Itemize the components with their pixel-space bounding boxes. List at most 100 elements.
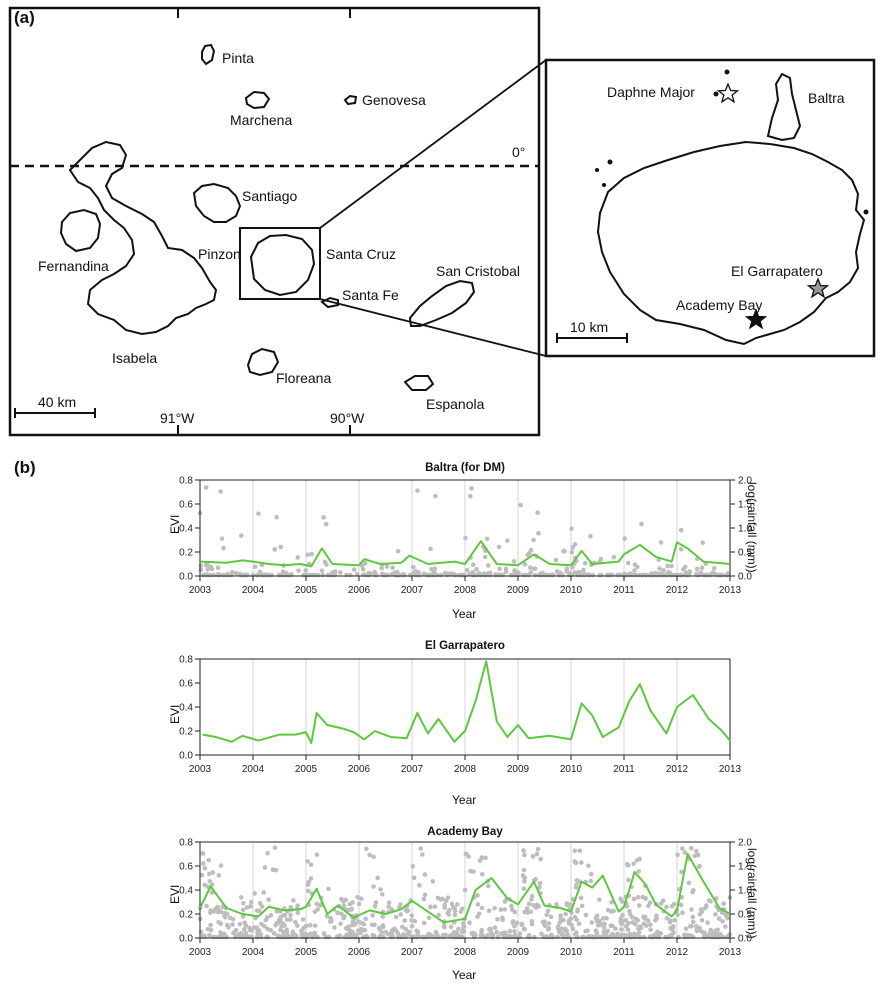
rainfall-point bbox=[551, 935, 556, 940]
rainfall-point bbox=[571, 927, 576, 932]
rainfall-point bbox=[626, 927, 631, 932]
rainfall-point bbox=[689, 846, 694, 851]
rainfall-point bbox=[461, 927, 466, 932]
x-tick-label: 2010 bbox=[560, 947, 583, 958]
rainfall-point bbox=[377, 926, 382, 931]
rainfall-point bbox=[204, 904, 209, 909]
rainfall-point bbox=[601, 916, 606, 921]
rainfall-point bbox=[632, 897, 637, 902]
rainfall-point bbox=[583, 929, 588, 934]
rainfall-point bbox=[380, 892, 385, 897]
rainfall-point bbox=[417, 883, 422, 888]
rainfall-point bbox=[556, 925, 561, 930]
rainfall-point bbox=[700, 918, 705, 923]
x-tick-label: 2008 bbox=[454, 947, 477, 958]
rainfall-point bbox=[423, 893, 428, 898]
rainfall-point bbox=[521, 873, 526, 878]
rainfall-point bbox=[521, 886, 526, 891]
rainfall-point bbox=[487, 908, 492, 913]
rainfall-point bbox=[248, 935, 253, 940]
rainfall-point bbox=[375, 876, 380, 881]
rainfall-point bbox=[239, 895, 244, 900]
rainfall-point bbox=[263, 865, 268, 870]
rainfall-point bbox=[206, 858, 211, 863]
rainfall-point bbox=[679, 903, 684, 908]
rainfall-point bbox=[586, 863, 591, 868]
rainfall-point bbox=[203, 866, 208, 871]
rainfall-point bbox=[644, 923, 649, 928]
rainfall-point bbox=[412, 876, 417, 881]
rainfall-point bbox=[394, 915, 399, 920]
rainfall-point bbox=[630, 920, 635, 925]
rainfall-point bbox=[404, 908, 409, 913]
rainfall-point bbox=[672, 902, 677, 907]
rainfall-point bbox=[642, 935, 647, 940]
x-tick-label: 2005 bbox=[295, 947, 318, 958]
rainfall-point bbox=[495, 917, 500, 922]
rainfall-point bbox=[460, 935, 465, 940]
rainfall-point bbox=[472, 931, 477, 936]
rainfall-point bbox=[207, 872, 212, 877]
rainfall-point bbox=[398, 912, 403, 917]
rainfall-point bbox=[245, 905, 250, 910]
rainfall-point bbox=[371, 884, 376, 889]
rainfall-point bbox=[689, 907, 694, 912]
rainfall-point bbox=[479, 928, 484, 933]
rainfall-point bbox=[254, 925, 259, 930]
rainfall-point bbox=[527, 902, 532, 907]
rainfall-point bbox=[275, 921, 280, 926]
rainfall-point bbox=[276, 934, 281, 939]
x-tick-label: 2004 bbox=[242, 947, 265, 958]
rainfall-point bbox=[234, 928, 239, 933]
rainfall-point bbox=[342, 904, 347, 909]
rainfall-point bbox=[238, 922, 243, 927]
rainfall-point bbox=[723, 924, 728, 929]
y-tick-label: 0.0 bbox=[179, 934, 193, 945]
rainfall-point bbox=[546, 909, 551, 914]
rainfall-point bbox=[241, 908, 246, 913]
rainfall-point bbox=[363, 928, 368, 933]
rainfall-point bbox=[449, 925, 454, 930]
rainfall-point bbox=[535, 903, 540, 908]
rainfall-point bbox=[433, 904, 438, 909]
rainfall-point bbox=[477, 911, 482, 916]
rainfall-point bbox=[312, 931, 317, 936]
rainfall-point bbox=[547, 921, 552, 926]
rainfall-point bbox=[372, 923, 377, 928]
rainfall-point bbox=[625, 862, 630, 867]
rainfall-point bbox=[713, 912, 718, 917]
rainfall-point bbox=[428, 905, 433, 910]
rainfall-point bbox=[584, 913, 589, 918]
rainfall-point bbox=[455, 935, 460, 940]
rainfall-point bbox=[646, 904, 651, 909]
rainfall-point bbox=[668, 920, 673, 925]
rainfall-point bbox=[456, 927, 461, 932]
rainfall-point bbox=[241, 901, 246, 906]
rainfall-point bbox=[521, 848, 526, 853]
rainfall-point bbox=[371, 854, 376, 859]
rainfall-point bbox=[306, 882, 311, 887]
rainfall-point bbox=[626, 878, 631, 883]
rainfall-point bbox=[239, 931, 244, 936]
rainfall-point bbox=[598, 923, 603, 928]
rainfall-point bbox=[574, 885, 579, 890]
rainfall-point bbox=[314, 902, 319, 907]
rainfall-point bbox=[636, 869, 641, 874]
rainfall-point bbox=[329, 919, 334, 924]
rainfall-point bbox=[538, 881, 543, 886]
rainfall-point bbox=[463, 888, 468, 893]
rainfall-point bbox=[201, 861, 206, 866]
rainfall-point bbox=[364, 847, 369, 852]
rainfall-point bbox=[291, 898, 296, 903]
y2-tick-label: 0.5 bbox=[738, 910, 752, 921]
rainfall-point bbox=[566, 935, 571, 940]
rainfall-point bbox=[345, 935, 350, 940]
rainfall-point bbox=[223, 911, 228, 916]
rainfall-point bbox=[512, 929, 517, 934]
rainfall-point bbox=[398, 935, 403, 940]
rainfall-point bbox=[247, 928, 252, 933]
rainfall-point bbox=[260, 904, 265, 909]
rainfall-point bbox=[352, 935, 357, 940]
rainfall-point bbox=[691, 935, 696, 940]
